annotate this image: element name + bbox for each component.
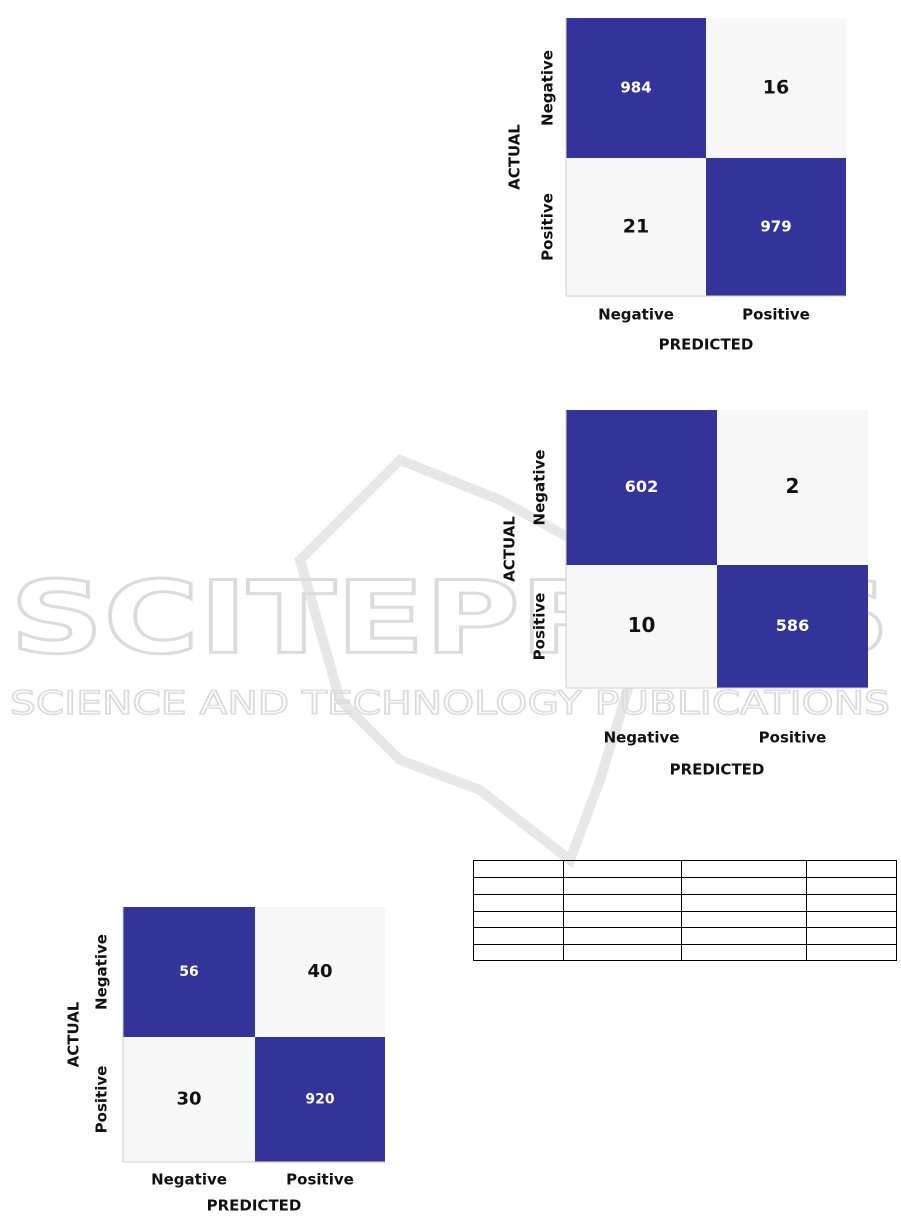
- matrix-cell: [706, 18, 846, 158]
- cell-value: 920: [305, 1092, 334, 1108]
- matrix-cell: [123, 907, 255, 1037]
- x-axis-title: PREDICTED: [670, 761, 765, 779]
- y-axis-title: ACTUAL: [65, 1001, 83, 1067]
- cell-value: 21: [623, 216, 649, 238]
- row-label: Negative: [539, 50, 557, 126]
- cell-value: 586: [776, 616, 809, 635]
- table-rules: [473, 860, 896, 960]
- matrix-cell: [717, 565, 868, 688]
- cell-value: 2: [786, 474, 800, 498]
- cell-value: 56: [179, 964, 198, 980]
- row-label: Positive: [531, 593, 549, 661]
- y-axis-title: ACTUAL: [506, 124, 524, 190]
- cell-value: 984: [620, 79, 651, 97]
- matrix-cell: [706, 158, 846, 296]
- cell-value: 10: [628, 613, 656, 637]
- column-label: Negative: [151, 1171, 227, 1189]
- cell-value: 602: [625, 477, 658, 496]
- x-axis-title: PREDICTED: [659, 336, 754, 354]
- y-axis-title: ACTUAL: [501, 516, 519, 582]
- row-label: Negative: [93, 934, 111, 1010]
- x-axis-title: PREDICTED: [207, 1197, 302, 1215]
- row-label: Positive: [539, 193, 557, 261]
- table-border: [473, 860, 897, 961]
- matrix-cell: [123, 1037, 255, 1162]
- row-label: Negative: [531, 450, 549, 526]
- matrix-cell: [566, 410, 717, 565]
- matrix-cell: [566, 158, 706, 296]
- cell-value: 979: [760, 218, 791, 236]
- cell-value: 40: [307, 961, 332, 982]
- column-label: Negative: [598, 306, 674, 324]
- cell-value: 30: [176, 1089, 201, 1110]
- watermark-shape: [294, 454, 646, 869]
- cell-value: 16: [763, 77, 789, 99]
- watermark-subtitle: SCIENCE AND TECHNOLOGY PUBLICATIONS: [10, 684, 890, 722]
- matrix-cell: [566, 565, 717, 688]
- column-label: Positive: [742, 306, 810, 324]
- matrix-cell: [717, 410, 868, 565]
- matrix-cell: [566, 18, 706, 158]
- column-label: Positive: [286, 1171, 354, 1189]
- empty-table: [473, 860, 897, 961]
- row-label: Positive: [93, 1066, 111, 1134]
- column-label: Negative: [604, 729, 680, 747]
- matrix-cell: [255, 907, 385, 1037]
- matrix-cell: [255, 1037, 385, 1162]
- column-label: Positive: [759, 729, 827, 747]
